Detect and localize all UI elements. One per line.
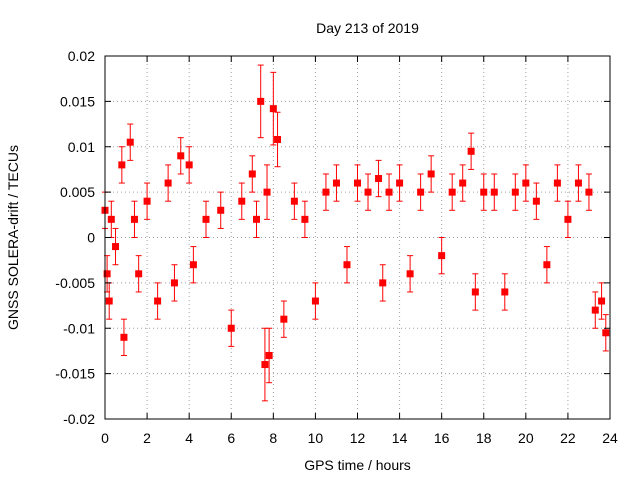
y-axis-label: GNSS SOLERA-drift / TECUs xyxy=(5,145,21,330)
x-tick-label: 0 xyxy=(101,430,109,446)
data-point xyxy=(170,279,178,287)
data-point xyxy=(120,333,128,341)
y-tick-label: -0.01 xyxy=(63,320,95,336)
data-point xyxy=(602,329,610,337)
data-point xyxy=(253,215,260,223)
data-point xyxy=(274,135,282,143)
data-point xyxy=(532,197,540,205)
data-point xyxy=(238,197,246,205)
data-point xyxy=(290,197,298,205)
data-point xyxy=(448,188,456,196)
data-point xyxy=(459,179,467,187)
data-point xyxy=(543,261,551,269)
data-point xyxy=(143,197,151,205)
data-point xyxy=(332,179,340,187)
data-point xyxy=(301,215,309,223)
data-point xyxy=(343,261,351,269)
data-point xyxy=(585,188,593,196)
data-point xyxy=(598,297,606,305)
data-point xyxy=(154,297,162,305)
data-point xyxy=(522,179,530,187)
data-point xyxy=(438,252,446,260)
x-tick-label: 12 xyxy=(350,430,366,446)
data-point xyxy=(427,170,435,178)
data-point xyxy=(490,188,498,196)
data-point xyxy=(112,243,120,251)
data-point xyxy=(105,297,113,305)
data-point xyxy=(189,261,197,269)
data-point xyxy=(280,315,288,323)
x-tick-label: 16 xyxy=(434,430,450,446)
data-point xyxy=(511,188,519,196)
y-tick-label: 0.02 xyxy=(68,48,95,64)
data-point xyxy=(261,361,269,369)
data-point xyxy=(385,188,393,196)
y-tick-label: 0.015 xyxy=(60,93,95,109)
x-tick-label: 4 xyxy=(185,430,193,446)
data-point xyxy=(103,270,111,278)
data-point xyxy=(265,351,273,359)
y-tick-label: 0.01 xyxy=(68,139,95,155)
x-tick-label: 20 xyxy=(518,430,534,446)
x-tick-label: 6 xyxy=(227,430,235,446)
data-point xyxy=(107,215,115,223)
data-point xyxy=(417,188,425,196)
x-tick-label: 22 xyxy=(560,430,576,446)
x-tick-label: 2 xyxy=(143,430,151,446)
y-tick-label: -0.015 xyxy=(55,366,95,382)
data-point xyxy=(564,215,572,223)
data-point xyxy=(471,288,479,296)
data-point xyxy=(185,161,193,169)
y-tick-label: 0 xyxy=(87,230,95,246)
data-point xyxy=(396,179,404,187)
x-axis-label: GPS time / hours xyxy=(304,457,411,473)
data-point xyxy=(480,188,488,196)
data-point xyxy=(135,270,143,278)
data-point xyxy=(311,297,319,305)
data-point xyxy=(227,324,235,332)
data-point xyxy=(379,279,387,287)
data-point xyxy=(257,97,265,105)
data-point xyxy=(217,206,225,214)
data-point xyxy=(364,188,372,196)
y-tick-label: -0.005 xyxy=(55,275,95,291)
chart-title: Day 213 of 2019 xyxy=(316,20,419,36)
y-tick-label: -0.02 xyxy=(63,411,95,427)
data-marks xyxy=(101,64,610,402)
data-point xyxy=(501,288,509,296)
data-point xyxy=(375,175,383,183)
data-point xyxy=(553,179,561,187)
data-point xyxy=(467,147,475,155)
data-point xyxy=(177,152,185,160)
x-tick-label: 24 xyxy=(602,430,618,446)
data-point xyxy=(406,270,414,278)
data-point xyxy=(591,306,599,314)
data-point xyxy=(248,170,256,178)
data-point xyxy=(130,215,138,223)
grid xyxy=(105,56,610,419)
x-tick-label: 10 xyxy=(308,430,324,446)
data-point xyxy=(322,188,330,196)
data-point xyxy=(164,179,172,187)
y-tick-label: 0.005 xyxy=(60,184,95,200)
data-point xyxy=(354,179,361,187)
data-point xyxy=(202,215,210,223)
x-tick-label: 18 xyxy=(476,430,492,446)
x-tick-label: 8 xyxy=(269,430,277,446)
data-point xyxy=(269,105,277,113)
data-point xyxy=(118,161,126,169)
x-tick-label: 14 xyxy=(392,430,408,446)
data-point xyxy=(574,179,582,187)
data-point xyxy=(263,188,271,196)
axis-ticks: 0 2 4 6 8 10 12 14 16 18 20 22 24-0.02-0.015-0.01-0.… xyxy=(55,48,618,446)
data-point xyxy=(126,138,134,146)
